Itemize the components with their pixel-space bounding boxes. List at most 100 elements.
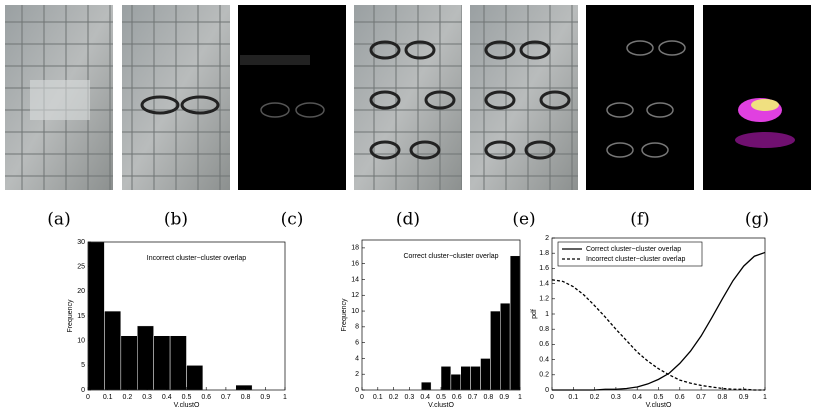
- y-tick-label: 0: [81, 387, 85, 394]
- bar: [509, 255, 521, 391]
- bar: [120, 335, 138, 391]
- y-tick-label: 15: [77, 313, 85, 320]
- x-tick-label: 0: [550, 394, 554, 401]
- x-tick-label: 0.6: [452, 394, 462, 401]
- bar: [153, 335, 171, 391]
- bar: [490, 310, 501, 391]
- y-tick-label: 0.2: [539, 372, 549, 379]
- x-tick-label: 0.9: [260, 394, 270, 401]
- bar: [480, 358, 491, 391]
- y-tick-label: 12: [351, 292, 359, 299]
- y-tick-label: 25: [77, 264, 85, 271]
- x-tick-label: 0.2: [123, 394, 133, 401]
- bar: [186, 365, 204, 391]
- y-tick-label: 0.6: [539, 341, 549, 348]
- x-tick-label: 0.7: [696, 394, 706, 401]
- x-tick-label: 0.6: [675, 394, 685, 401]
- y-tick-label: 18: [351, 245, 359, 252]
- y-tick-label: 4: [355, 355, 359, 362]
- chart-title: Correct cluster−cluster overlap: [403, 253, 498, 260]
- x-tick-label: 0.5: [182, 394, 192, 401]
- x-tick-label: 0.8: [484, 394, 494, 401]
- x-tick-label: 0.3: [405, 394, 415, 401]
- bar: [450, 373, 461, 391]
- y-axis-label: Frequency: [67, 299, 74, 333]
- y-tick-label: 1.6: [539, 265, 549, 272]
- x-tick-label: 0.7: [221, 394, 231, 401]
- y-tick-label: 0.4: [539, 356, 549, 363]
- y-tick-label: 2: [545, 235, 549, 242]
- y-tick-label: 1: [545, 311, 549, 318]
- y-tick-label: 20: [77, 288, 85, 295]
- panel-label: (d): [396, 210, 420, 230]
- photo-d: [354, 5, 462, 190]
- y-tick-label: 0: [355, 387, 359, 394]
- y-tick-label: 10: [77, 338, 85, 345]
- bar: [235, 384, 253, 391]
- photo-f: [586, 5, 694, 190]
- y-tick-label: 2: [355, 371, 359, 378]
- x-axis-label: V.clustO: [646, 402, 672, 409]
- x-tick-label: 0.1: [373, 394, 383, 401]
- panel-label: (f): [630, 210, 650, 230]
- photo-g: [703, 5, 811, 190]
- x-tick-label: 0.9: [499, 394, 509, 401]
- x-tick-label: 0.6: [201, 394, 211, 401]
- x-tick-label: 0.8: [241, 394, 251, 401]
- x-tick-label: 0: [360, 394, 364, 401]
- x-tick-label: 0.7: [468, 394, 478, 401]
- y-tick-label: 1.8: [539, 250, 549, 257]
- panel-label: (a): [47, 210, 70, 230]
- y-axis-label: Frequency: [341, 298, 348, 332]
- x-tick-label: 0.9: [739, 394, 749, 401]
- x-tick-label: 0.5: [436, 394, 446, 401]
- photo-b: [122, 5, 230, 190]
- panel-label: (g): [745, 210, 769, 230]
- line-series: [551, 279, 765, 391]
- y-tick-label: 6: [355, 339, 359, 346]
- y-tick-label: 30: [77, 239, 85, 246]
- bar: [470, 366, 481, 391]
- panel-label: (e): [512, 210, 535, 230]
- x-tick-label: 0: [86, 394, 90, 401]
- chart: Correct cluster−cluster overlap Incorrect…: [531, 235, 767, 409]
- chart-title: Incorrect cluster−cluster overlap: [147, 255, 247, 262]
- y-tick-label: 0: [545, 387, 549, 394]
- photo-c: [238, 5, 346, 190]
- x-tick-label: 0.4: [420, 394, 430, 401]
- y-tick-label: 16: [351, 261, 359, 268]
- x-tick-label: 0.1: [103, 394, 113, 401]
- panel-label: (c): [281, 210, 304, 230]
- x-tick-label: 0.2: [590, 394, 600, 401]
- chart: 0 0.1 0.2 0.3 0.4 0.5 0.6 0.7 0.8 0.9 102468101214…: [341, 239, 522, 409]
- x-tick-label: 0.3: [611, 394, 621, 401]
- x-axis-label: V.clustO: [174, 402, 200, 409]
- legend-box: [557, 241, 703, 267]
- bar: [137, 325, 154, 391]
- x-tick-label: 0.1: [568, 394, 578, 401]
- photo-e: [470, 5, 578, 190]
- x-tick-label: 0.2: [389, 394, 399, 401]
- y-tick-label: 10: [351, 308, 359, 315]
- y-tick-label: 1.4: [539, 280, 549, 287]
- bar: [460, 366, 471, 391]
- x-tick-label: 1: [283, 394, 287, 401]
- bar: [104, 310, 122, 391]
- x-tick-label: 1: [763, 394, 767, 401]
- x-tick-label: 1: [518, 394, 522, 401]
- bar: [500, 302, 511, 391]
- y-tick-label: 14: [351, 276, 359, 283]
- photo-a: [5, 5, 113, 190]
- y-tick-label: 5: [81, 362, 85, 369]
- y-tick-label: 0.8: [539, 326, 549, 333]
- bar: [421, 381, 432, 391]
- panel-label: (b): [164, 210, 188, 230]
- legend: Correct cluster−cluster overlap Incorrect…: [557, 241, 703, 267]
- y-axis-label: pdf: [531, 309, 538, 319]
- x-tick-label: 0.3: [142, 394, 152, 401]
- legend-label: Correct cluster−cluster overlap: [586, 246, 681, 253]
- bar: [169, 335, 187, 391]
- chart: 0 0.1 0.2 0.3 0.4 0.5 0.6 0.7 0.8 0.9 105101520253…: [67, 239, 287, 409]
- x-tick-label: 0.4: [632, 394, 642, 401]
